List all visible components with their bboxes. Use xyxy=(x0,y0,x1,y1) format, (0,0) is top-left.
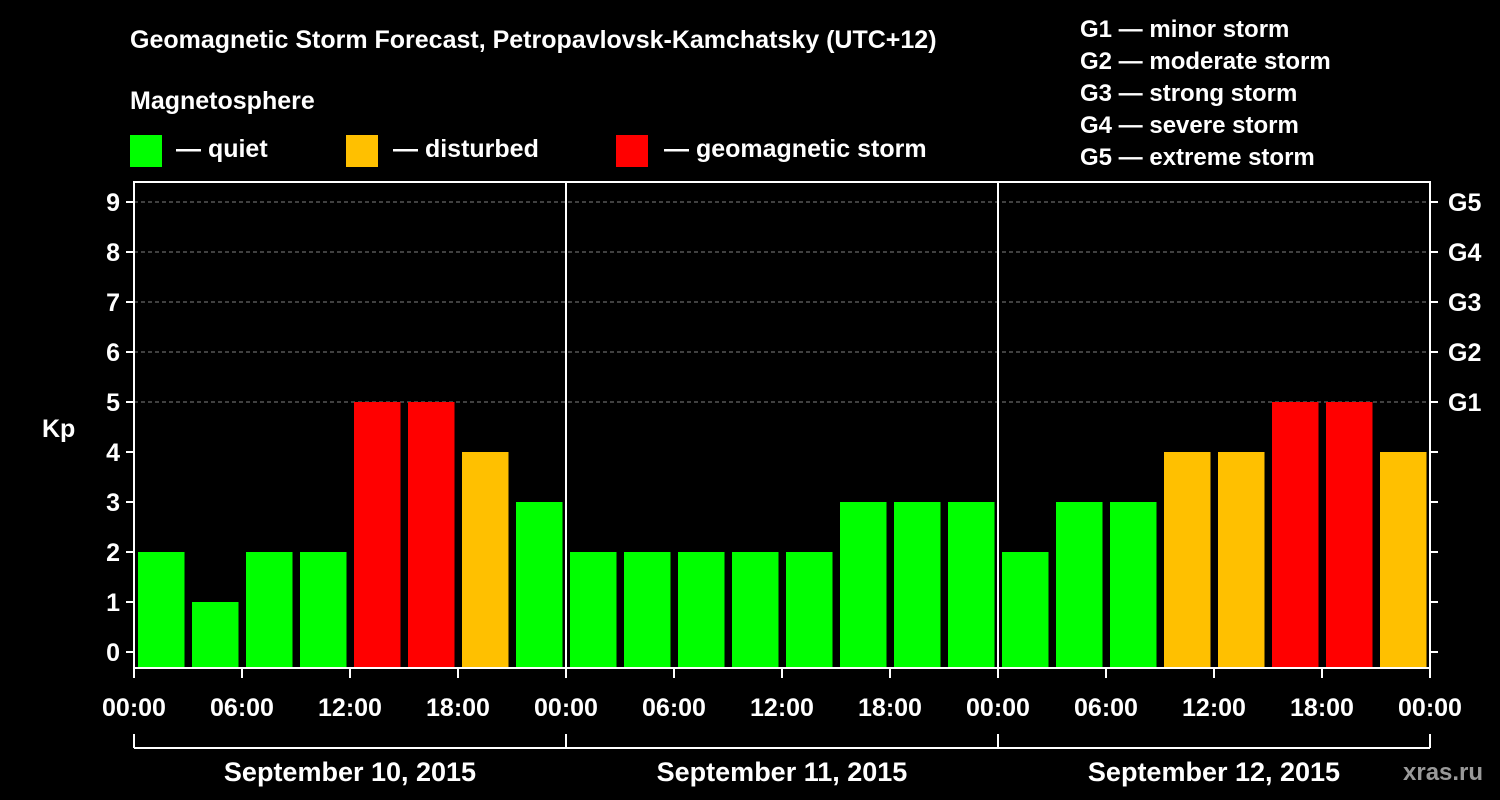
g-scale-axis-label: G5 xyxy=(1448,189,1481,217)
g-scale-legend-item: G3 — strong storm xyxy=(1080,80,1297,107)
x-tick-label: 00:00 xyxy=(534,694,598,722)
legend-label-disturbed: — disturbed xyxy=(393,135,539,163)
bar xyxy=(948,502,995,668)
bar xyxy=(300,552,347,668)
day-label: September 11, 2015 xyxy=(657,757,908,787)
x-tick-label: 12:00 xyxy=(318,694,382,722)
y-tick-label: 5 xyxy=(106,389,120,417)
x-tick-label: 18:00 xyxy=(426,694,490,722)
x-tick-label: 00:00 xyxy=(102,694,166,722)
bar xyxy=(516,502,563,668)
y-tick-label: 6 xyxy=(106,339,120,367)
x-tick-labels: 00:00 06:00 12:00 18:00 00:00 06:00 12:00 18:00… xyxy=(102,694,1462,722)
x-tick-label: 12:00 xyxy=(750,694,814,722)
y-tick-label: 4 xyxy=(106,439,120,467)
day-labels: September 10, 2015 September 11, 2015 Sept… xyxy=(224,757,1340,787)
bar xyxy=(1056,502,1103,668)
y-tick-label: 1 xyxy=(106,589,120,617)
bar xyxy=(408,402,455,668)
legend-swatch-quiet xyxy=(130,135,162,167)
g-scale-axis-labels: G1 G2 G3 G4 G5 xyxy=(1448,189,1481,417)
g-scale-legend: G1 — minor storm G2 — moderate storm G3 … xyxy=(1080,16,1331,171)
watermark: xras.ru xyxy=(1403,759,1483,786)
bar xyxy=(1326,402,1373,668)
bar xyxy=(570,552,617,668)
g-scale-axis-label: G4 xyxy=(1448,239,1481,267)
legend-heading: Magnetosphere xyxy=(130,87,315,115)
bar xyxy=(1002,552,1049,668)
y-tick-label: 2 xyxy=(106,539,120,567)
bar xyxy=(894,502,941,668)
bar xyxy=(786,552,833,668)
bar xyxy=(246,552,293,668)
legend-label-storm: — geomagnetic storm xyxy=(664,135,927,163)
bar xyxy=(840,502,887,668)
g-scale-axis-label: G1 xyxy=(1448,389,1481,417)
chart-title: Geomagnetic Storm Forecast, Petropavlovs… xyxy=(130,26,937,54)
g-scale-legend-item: G4 — severe storm xyxy=(1080,112,1299,139)
y-tick-label: 9 xyxy=(106,189,120,217)
g-scale-axis-label: G3 xyxy=(1448,289,1481,317)
x-tick-label: 12:00 xyxy=(1182,694,1246,722)
bar xyxy=(354,402,401,668)
axes xyxy=(126,181,1438,749)
x-tick-label: 18:00 xyxy=(858,694,922,722)
legend-swatch-disturbed xyxy=(346,135,378,167)
g-scale-axis-label: G2 xyxy=(1448,339,1481,367)
x-tick-label: 18:00 xyxy=(1290,694,1354,722)
bar xyxy=(1110,502,1157,668)
x-tick-label: 06:00 xyxy=(1074,694,1138,722)
legend-label-quiet: — quiet xyxy=(176,135,268,163)
g-scale-legend-item: G2 — moderate storm xyxy=(1080,48,1331,75)
y-tick-labels: 0 1 2 3 4 5 6 7 8 9 xyxy=(106,189,120,667)
grid-lines xyxy=(134,201,1430,403)
bar xyxy=(1272,402,1319,668)
x-tick-label: 06:00 xyxy=(210,694,274,722)
bar xyxy=(462,452,509,668)
day-label: September 12, 2015 xyxy=(1088,757,1340,787)
y-tick-label: 3 xyxy=(106,489,120,517)
bars xyxy=(138,402,1427,668)
bar xyxy=(1218,452,1265,668)
x-tick-label: 00:00 xyxy=(966,694,1030,722)
bar xyxy=(1164,452,1211,668)
y-tick-label: 0 xyxy=(106,639,120,667)
bar xyxy=(138,552,185,668)
g-scale-legend-item: G5 — extreme storm xyxy=(1080,144,1315,171)
y-tick-label: 7 xyxy=(106,289,120,317)
legend-swatch-storm xyxy=(616,135,648,167)
bar xyxy=(678,552,725,668)
bar xyxy=(732,552,779,668)
x-tick-label: 06:00 xyxy=(642,694,706,722)
y-axis-label: Kp xyxy=(42,415,75,443)
bar xyxy=(624,552,671,668)
y-tick-label: 8 xyxy=(106,239,120,267)
legend-entries: — quiet — disturbed — geomagnetic storm xyxy=(130,135,927,167)
x-tick-label: 00:00 xyxy=(1398,694,1462,722)
day-label: September 10, 2015 xyxy=(224,757,476,787)
g-scale-legend-item: G1 — minor storm xyxy=(1080,16,1289,43)
bar xyxy=(192,602,239,668)
bar xyxy=(1380,452,1427,668)
